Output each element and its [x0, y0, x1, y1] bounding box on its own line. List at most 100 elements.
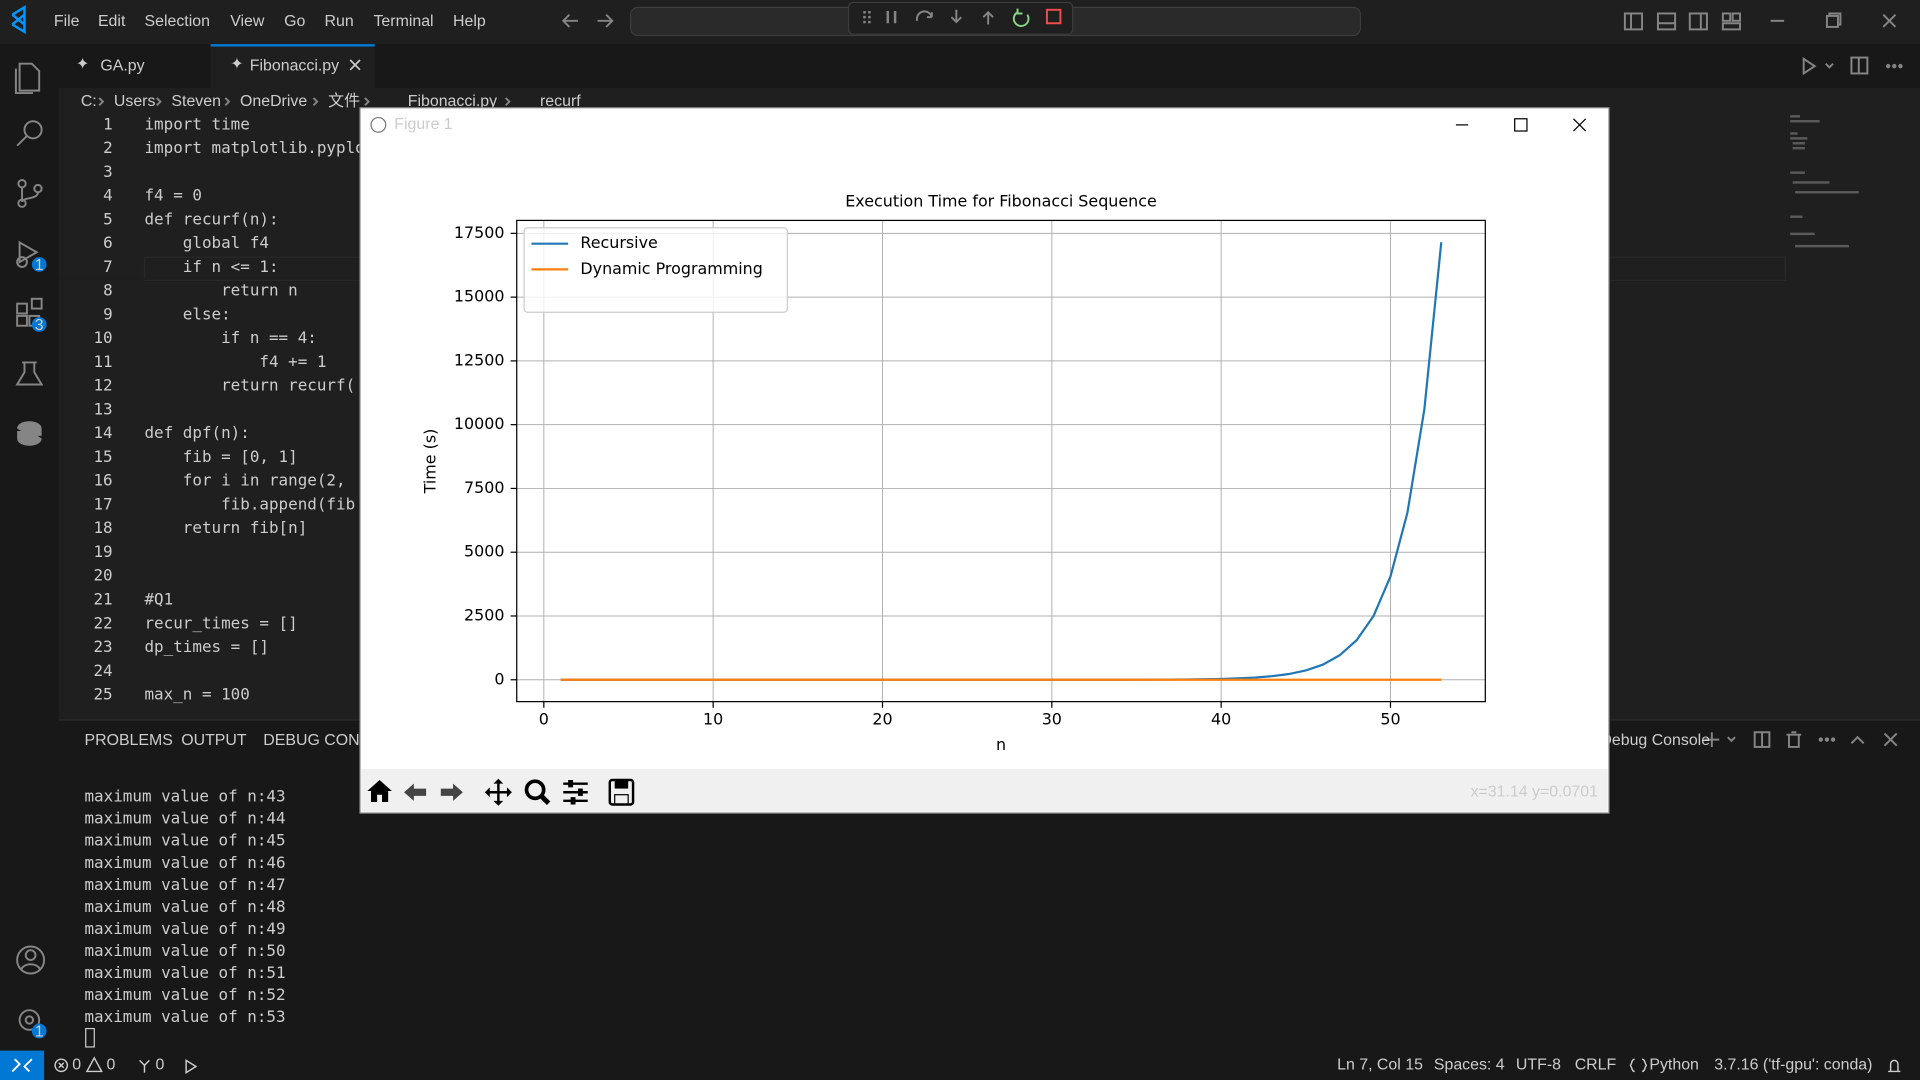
code-line: def dpf(n): — [144, 423, 249, 442]
badge — [31, 317, 47, 332]
code-line: return n — [144, 281, 297, 300]
activity-icons[interactable] — [14, 62, 46, 1031]
panel-dropdown[interactable]: Debug Console — [1600, 732, 1710, 749]
menu-item[interactable]: Terminal — [373, 13, 433, 30]
tab-label[interactable]: GA.py — [100, 57, 144, 74]
terminal-line: maximum value of n:45 — [84, 831, 285, 850]
status-item[interactable]: Spaces: 4 — [1434, 1057, 1505, 1074]
line-number: 5 — [103, 209, 113, 228]
badge — [31, 257, 47, 272]
tab-label[interactable]: Fibonacci.py — [250, 57, 339, 74]
editor-actions[interactable] — [1802, 56, 1903, 76]
line-number: 11 — [93, 352, 112, 371]
toolbar-buttons[interactable] — [367, 778, 635, 806]
code-line: dp_times = [] — [144, 637, 269, 656]
code-line: return recurf( — [144, 376, 355, 395]
tab-icons: ✦ ✦ — [76, 56, 361, 73]
x-tick-label: 30 — [1042, 710, 1062, 729]
remote-button[interactable] — [0, 1050, 45, 1080]
menu-item[interactable]: Help — [453, 13, 486, 30]
toolbar — [361, 768, 1608, 812]
y-tick-label: 15000 — [454, 287, 505, 306]
line-number: 10 — [93, 328, 112, 347]
y-axis-label: Time (s) — [421, 429, 440, 495]
terminal-line: maximum value of n:44 — [84, 809, 285, 828]
svg-text:✦: ✦ — [230, 56, 243, 73]
figure-icon — [370, 116, 387, 133]
y-tick-label: 2500 — [464, 605, 504, 624]
line-number: 6 — [103, 233, 113, 252]
axes-frame — [516, 219, 1486, 703]
terminal-line: maximum value of n:48 — [84, 897, 285, 916]
badge-count: 1 — [35, 1023, 44, 1040]
menu-item[interactable]: View — [230, 13, 265, 30]
status-item[interactable]: Ln 7, Col 15 — [1337, 1057, 1423, 1074]
line-number: 4 — [103, 186, 113, 205]
status-item[interactable]: 3.7.16 ('tf-gpu': conda) — [1714, 1057, 1872, 1074]
menu-item[interactable]: Go — [284, 13, 305, 30]
breadcrumb-item[interactable]: 文件 — [328, 92, 360, 110]
code-line: fib.append(fib — [144, 494, 355, 513]
x-tick-label: 10 — [703, 710, 723, 729]
layout-icons[interactable] — [1623, 12, 1897, 31]
menu-item[interactable]: Edit — [98, 13, 126, 30]
code-line: max_n = 100 — [144, 685, 249, 704]
x-tick-label: 40 — [1211, 710, 1231, 729]
menu-item[interactable]: Run — [324, 13, 353, 30]
remote-icon — [11, 1058, 33, 1073]
python-icon[interactable] — [17, 421, 42, 446]
breadcrumb-item[interactable]: Steven — [171, 93, 221, 110]
code-line: if n == 4: — [144, 328, 316, 347]
line-number: 13 — [93, 399, 112, 418]
breadcrumb-item[interactable]: C: — [81, 93, 97, 110]
line-number: 19 — [93, 542, 112, 561]
panel-actions[interactable] — [1704, 731, 1898, 748]
line-number: 8 — [103, 281, 113, 300]
y-tick-label: 12500 — [454, 350, 505, 369]
line-number: 24 — [93, 661, 112, 680]
minimap — [1790, 115, 1859, 248]
debug-icons[interactable] — [863, 8, 1062, 27]
line-number: 23 — [93, 637, 112, 656]
chart-title: Execution Time for Fibonacci Sequence — [845, 192, 1157, 211]
active-tab-border — [210, 44, 375, 47]
active-tab[interactable] — [210, 44, 375, 89]
line-number: 15 — [93, 447, 112, 466]
menu-item[interactable]: File — [54, 13, 80, 30]
panel-tab[interactable]: OUTPUT — [181, 732, 247, 749]
status-bar — [0, 1050, 1920, 1080]
line-number: 21 — [93, 590, 112, 609]
menu-item[interactable]: Selection — [144, 13, 209, 30]
status-item[interactable]: CRLF — [1575, 1057, 1617, 1074]
status-item[interactable]: Python — [1649, 1057, 1699, 1074]
badge-count: 1 — [35, 257, 44, 274]
status-item[interactable]: UTF-8 — [1516, 1057, 1561, 1074]
line-number: 1 — [103, 114, 113, 133]
panel-tab[interactable]: PROBLEMS — [84, 732, 172, 749]
x-axis-label: n — [996, 735, 1006, 754]
breadcrumb-item[interactable]: Fibonacci.py — [408, 93, 497, 110]
breadcrumb-item[interactable]: OneDrive — [240, 93, 307, 110]
status-item[interactable]: 0 — [107, 1057, 116, 1074]
code-line: return fib[n] — [144, 518, 307, 537]
nav-arrows[interactable] — [561, 14, 614, 28]
line-number: 9 — [103, 304, 113, 323]
code-line: if n <= 1: — [144, 257, 278, 276]
breadcrumb-item[interactable]: recurf — [540, 93, 581, 110]
code-line: else: — [144, 304, 230, 323]
breadcrumb-separators — [98, 97, 511, 106]
status-item[interactable]: 0 — [72, 1057, 81, 1074]
x-tick-label: 50 — [1380, 710, 1400, 729]
code-line: for i in range(2, — [144, 471, 355, 490]
code-line: import time — [144, 114, 249, 133]
status-item[interactable]: 0 — [156, 1057, 165, 1074]
y-tick-label: 10000 — [454, 414, 505, 433]
breadcrumb-item[interactable]: Users — [114, 93, 156, 110]
code-line: f4 += 1 — [144, 352, 326, 371]
terminal-line: maximum value of n:51 — [84, 963, 285, 982]
figure-controls[interactable] — [1455, 118, 1587, 132]
status-icons — [54, 1056, 1901, 1074]
line-number: 25 — [93, 685, 112, 704]
